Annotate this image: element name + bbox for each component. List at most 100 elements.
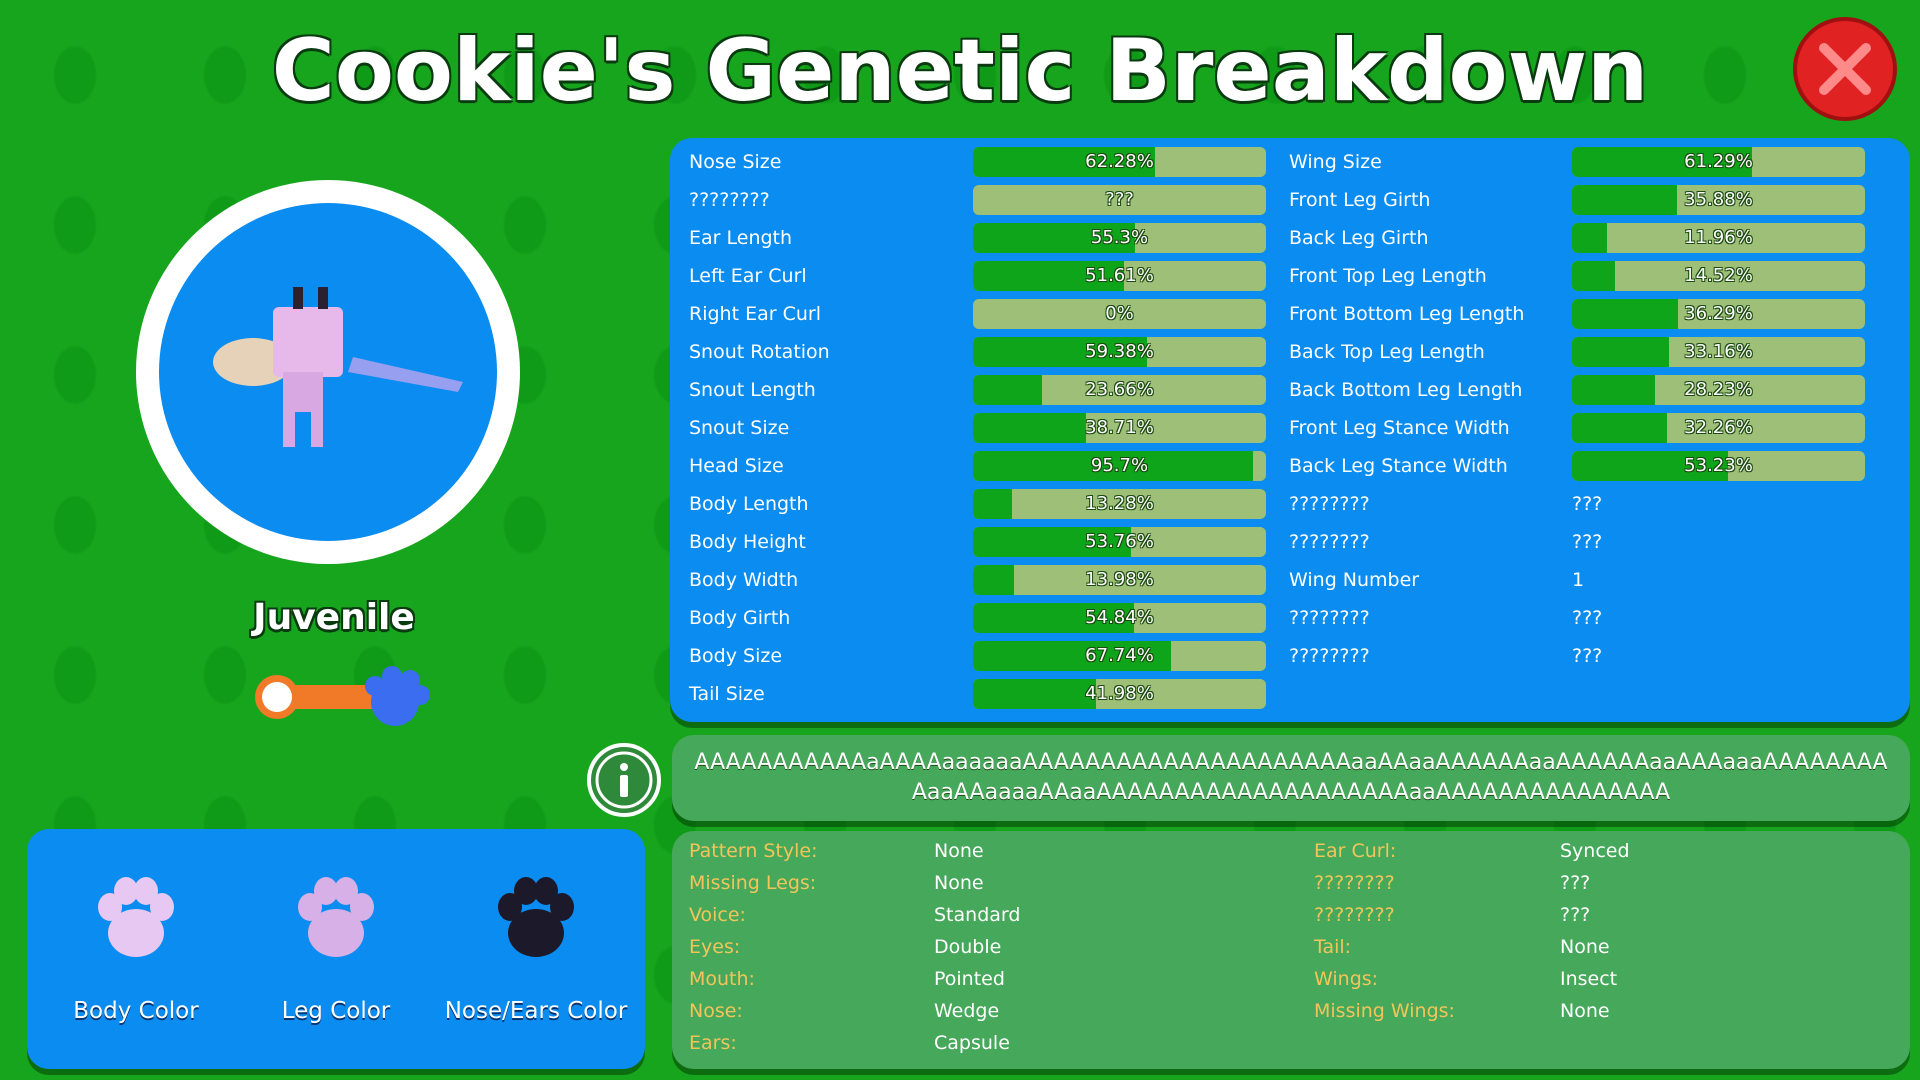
paw-part: [308, 909, 364, 957]
stat-fill: [1572, 147, 1752, 177]
stat-bar: 54.84%: [973, 603, 1266, 633]
stat-value: 1: [1572, 569, 1585, 591]
stat-bar: 11.96%: [1572, 223, 1865, 253]
paw-part: [514, 877, 538, 905]
gene-sequence: AAAAAAAAAAAaAAAAaaaaaaAAAAAAAAAAAAAAAAAA…: [694, 750, 1888, 805]
stat-value: ???: [1105, 189, 1134, 210]
trait-name: Tail:: [1314, 936, 1352, 958]
stat-bar: 32.26%: [1572, 413, 1865, 443]
paw-swatch[interactable]: [286, 871, 386, 971]
stat-bar: 36.29%: [1572, 299, 1865, 329]
trait-value: None: [1560, 936, 1610, 958]
stat-name: Back Leg Stance Width: [1289, 455, 1508, 477]
stat-name: Body Size: [689, 645, 783, 667]
stat-name: Front Top Leg Length: [1289, 265, 1487, 287]
stat-bar: 35.88%: [1572, 185, 1865, 215]
trait-name: Ear Curl:: [1314, 840, 1397, 862]
stat-fill: [1572, 451, 1728, 481]
stat-value: 62.28%: [1085, 151, 1154, 172]
stat-value: 23.66%: [1085, 379, 1154, 400]
trait-name: Voice:: [689, 904, 746, 926]
stat-bar: 14.52%: [1572, 261, 1865, 291]
stat-bar: 28.23%: [1572, 375, 1865, 405]
trait-value: None: [1560, 1000, 1610, 1022]
stat-fill: [973, 641, 1172, 671]
close-button[interactable]: [1790, 14, 1900, 124]
paw-part: [108, 909, 164, 957]
trait-value: Capsule: [934, 1032, 1010, 1054]
trait-name: Ears:: [689, 1032, 737, 1054]
stat-name: Back Leg Girth: [1289, 227, 1429, 249]
stat-bar: 0%: [973, 299, 1266, 329]
trait-name: Missing Legs:: [689, 872, 817, 894]
stat-name: Nose Size: [689, 151, 782, 173]
stat-value: 0%: [1105, 303, 1134, 324]
stat-name: Body Width: [689, 569, 799, 591]
pet-portrait: [136, 180, 520, 564]
stat-value: 35.88%: [1684, 189, 1753, 210]
age-label: Juvenile: [253, 597, 415, 638]
stat-name: Left Ear Curl: [689, 265, 807, 287]
stat-value: 55.3%: [1090, 227, 1149, 248]
stat-fill: [1572, 261, 1615, 291]
stat-name: Snout Size: [689, 417, 790, 439]
info-button[interactable]: [586, 742, 662, 818]
stat-name: Front Bottom Leg Length: [1289, 303, 1525, 325]
trait-value: Wedge: [934, 1000, 1000, 1022]
color-label: Leg Color: [281, 998, 391, 1024]
trait-value: Insect: [1560, 968, 1618, 990]
stat-name: Tail Size: [689, 683, 765, 705]
stat-value: 13.98%: [1085, 569, 1154, 590]
stat-fill: [973, 375, 1043, 405]
stat-fill: [1572, 299, 1679, 329]
stat-bar: 55.3%: [973, 223, 1266, 253]
stat-value: 59.38%: [1085, 341, 1154, 362]
stat-name: ????????: [1289, 607, 1370, 629]
stat-name: ????????: [689, 189, 770, 211]
paw-part: [298, 893, 322, 921]
stat-bar: 23.66%: [973, 375, 1266, 405]
stat-bar: 13.28%: [973, 489, 1266, 519]
age-toggle[interactable]: [250, 662, 435, 732]
stat-fill: [1572, 337, 1670, 367]
trait-name: Pattern Style:: [689, 840, 818, 862]
paw-part: [508, 909, 564, 957]
stat-fill: [1572, 375, 1655, 405]
stat-fill: [973, 337, 1147, 367]
paw-swatch[interactable]: [486, 871, 586, 971]
trait-value: Synced: [1560, 840, 1630, 862]
trait-name: Missing Wings:: [1314, 1000, 1455, 1022]
color-panel: Body Color Leg Color Nose/Ears Color: [27, 829, 645, 1069]
stat-name: ????????: [1289, 531, 1370, 553]
paw-part: [550, 893, 574, 921]
trait-name: Eyes:: [689, 936, 741, 958]
stat-fill: [1572, 413, 1667, 443]
paw-part: [314, 877, 338, 905]
stat-fill: [973, 679, 1096, 709]
stat-name: Ear Length: [689, 227, 793, 249]
stat-name: ????????: [1289, 645, 1370, 667]
stat-value: ???: [1572, 531, 1603, 553]
stat-value: ???: [1572, 607, 1603, 629]
stat-bar: 61.29%: [1572, 147, 1865, 177]
stat-name: Right Ear Curl: [689, 303, 821, 325]
stat-name: Back Bottom Leg Length: [1289, 379, 1523, 401]
stat-fill: [973, 223, 1136, 253]
paw-part: [498, 893, 522, 921]
stat-name: Wing Size: [1289, 151, 1382, 173]
paw-swatch[interactable]: [86, 871, 186, 971]
stat-fill: [973, 489, 1012, 519]
stat-value: 33.16%: [1684, 341, 1753, 362]
title: Cookie's Genetic Breakdown: [271, 21, 1649, 121]
paw-part: [350, 893, 374, 921]
stat-value: 38.71%: [1085, 417, 1154, 438]
stat-name: Body Girth: [689, 607, 791, 629]
stat-name: ????????: [1289, 493, 1370, 515]
stat-value: 51.61%: [1085, 265, 1154, 286]
trait-value: ???: [1560, 904, 1591, 926]
trait-value: None: [934, 872, 984, 894]
trait-value: Pointed: [934, 968, 1005, 990]
stat-value: ???: [1572, 493, 1603, 515]
stat-name: Back Top Leg Length: [1289, 341, 1485, 363]
